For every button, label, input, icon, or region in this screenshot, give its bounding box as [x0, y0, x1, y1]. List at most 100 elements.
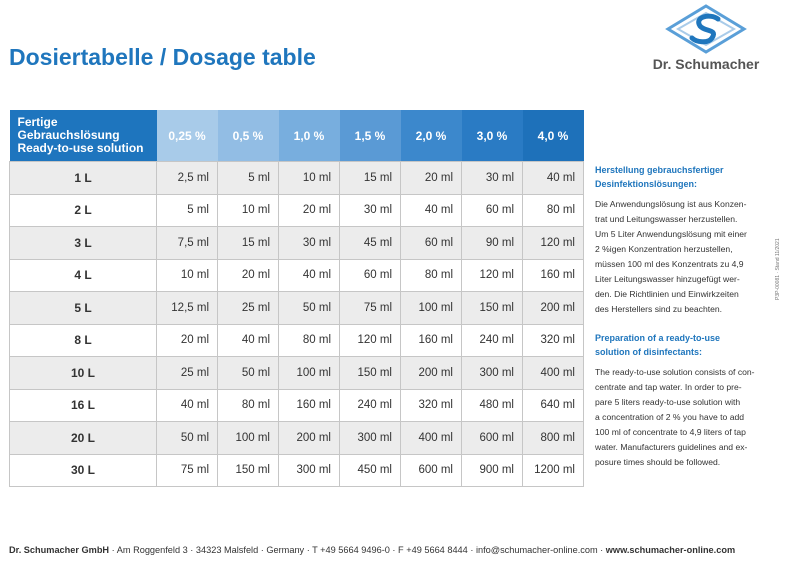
instructions-german: Herstellung gebrauchsfertiger Desinfekti…	[595, 163, 765, 317]
table-row: 8 L 20 ml 40 ml 80 ml 120 ml 160 ml 240 ml 320 …	[9, 323, 584, 357]
row-volume-label: 10 L	[9, 356, 157, 390]
column-header: 2,0 %	[400, 110, 462, 162]
table-row: 30 L 75 ml 150 ml 300 ml 450 ml 600 ml 900 ml 1…	[9, 453, 584, 487]
text-line: Die Anwendungslösung ist aus Konzen-	[595, 199, 747, 209]
dosage-cell: 7,5 ml	[156, 226, 218, 260]
text-line: müssen 100 ml des Konzentrats zu 4,9	[595, 259, 744, 269]
table-corner-header: Fertige Gebrauchslösung Ready-to-use sol…	[9, 110, 157, 162]
page-title: Dosiertabelle / Dosage table	[9, 44, 316, 70]
dosage-cell: 150 ml	[217, 453, 279, 487]
dosage-cell: 1200 ml	[522, 453, 584, 487]
dosage-cell: 75 ml	[156, 453, 218, 487]
column-header: 0,25 %	[156, 110, 218, 162]
dosage-cell: 20 ml	[278, 193, 340, 227]
dosage-cell: 240 ml	[339, 388, 401, 422]
dosage-cell: 100 ml	[217, 421, 279, 455]
column-header: 0,5 %	[217, 110, 279, 162]
dosage-cell: 160 ml	[522, 258, 584, 292]
footer-address: · Am Roggenfeld 3 · 34323 Malsfeld · Ger…	[109, 545, 606, 555]
dosage-cell: 320 ml	[400, 388, 462, 422]
column-header: 3,0 %	[461, 110, 523, 162]
dosage-cell: 100 ml	[278, 356, 340, 390]
text-line: des Herstellers sind zu beachten.	[595, 304, 723, 314]
text-line: posure times should be followed.	[595, 457, 721, 467]
text-line: 2 %igen Konzentration herzustellen,	[595, 244, 733, 254]
row-volume-label: 2 L	[9, 193, 157, 227]
company-logo: Dr. Schumacher	[650, 4, 760, 76]
dosage-cell: 640 ml	[522, 388, 584, 422]
dosage-cell: 30 ml	[339, 193, 401, 227]
dosage-cell: 200 ml	[522, 291, 584, 325]
dosage-cell: 5 ml	[156, 193, 218, 227]
text-line: 100 ml of concentrate to 4,9 liters of t…	[595, 427, 746, 437]
heading-line: Herstellung gebrauchsfertiger	[595, 165, 724, 175]
text-line: a concentration of 2 % you have to add	[595, 412, 745, 422]
table-row: 1 L 2,5 ml 5 ml 10 ml 15 ml 20 ml 30 ml 40 ml	[9, 161, 584, 195]
instructions-german-heading: Herstellung gebrauchsfertiger Desinfekti…	[595, 163, 765, 191]
dosage-cell: 90 ml	[461, 226, 523, 260]
dosage-cell: 80 ml	[400, 258, 462, 292]
text-line: Um 5 Liter Anwendungslösung mit einer	[595, 229, 747, 239]
dosage-cell: 40 ml	[522, 161, 584, 195]
dosage-cell: 200 ml	[400, 356, 462, 390]
footer: Dr. Schumacher GmbH · Am Roggenfeld 3 · …	[9, 545, 735, 555]
dosage-cell: 10 ml	[278, 161, 340, 195]
text-line: The ready-to-use solution consists of co…	[595, 367, 755, 377]
dosage-cell: 20 ml	[400, 161, 462, 195]
dosage-cell: 20 ml	[156, 323, 218, 357]
dosage-cell: 80 ml	[217, 388, 279, 422]
dosage-cell: 450 ml	[339, 453, 401, 487]
dosage-cell: 50 ml	[278, 291, 340, 325]
dosage-cell: 200 ml	[278, 421, 340, 455]
column-header: 4,0 %	[522, 110, 584, 162]
dosage-cell: 15 ml	[339, 161, 401, 195]
dosage-cell: 40 ml	[278, 258, 340, 292]
dosage-cell: 60 ml	[339, 258, 401, 292]
row-volume-label: 5 L	[9, 291, 157, 325]
table-row: 16 L 40 ml 80 ml 160 ml 240 ml 320 ml 480 ml 64…	[9, 388, 584, 422]
dosage-cell: 30 ml	[278, 226, 340, 260]
instructions-english: Preparation of a ready-to-use solution o…	[595, 331, 765, 470]
row-volume-label: 3 L	[9, 226, 157, 260]
dosage-cell: 320 ml	[522, 323, 584, 357]
text-line: water. Manufacturers guidelines and ex-	[595, 442, 748, 452]
dosage-cell: 300 ml	[461, 356, 523, 390]
row-volume-label: 1 L	[9, 161, 157, 195]
dosage-cell: 300 ml	[339, 421, 401, 455]
corner-line: Ready-to-use solution	[17, 141, 144, 155]
corner-line: Gebrauchslösung	[17, 128, 120, 142]
heading-line: Preparation of a ready-to-use	[595, 333, 721, 343]
brand-name: Dr. Schumacher	[652, 56, 760, 72]
dosage-cell: 600 ml	[400, 453, 462, 487]
footer-company: Dr. Schumacher GmbH	[9, 545, 110, 555]
dosage-cell: 20 ml	[217, 258, 279, 292]
row-volume-label: 4 L	[9, 258, 157, 292]
dosage-cell: 240 ml	[461, 323, 523, 357]
dosage-cell: 60 ml	[461, 193, 523, 227]
instructions-english-heading: Preparation of a ready-to-use solution o…	[595, 331, 765, 359]
corner-line: Fertige	[17, 115, 58, 129]
dosage-cell: 50 ml	[156, 421, 218, 455]
dosage-cell: 80 ml	[522, 193, 584, 227]
table-row: 10 L 25 ml 50 ml 100 ml 150 ml 200 ml 300 ml 40…	[9, 356, 584, 390]
footer-website-link[interactable]: www.schumacher-online.com	[605, 545, 736, 555]
instructions-german-body: Die Anwendungslösung ist aus Konzen-trat…	[595, 197, 765, 317]
dosage-cell: 160 ml	[400, 323, 462, 357]
table-row: 4 L 10 ml 20 ml 40 ml 60 ml 80 ml 120 ml 160 ml	[9, 258, 584, 292]
column-header: 1,5 %	[339, 110, 401, 162]
table-row: 20 L 50 ml 100 ml 200 ml 300 ml 400 ml 600 ml 8…	[9, 421, 584, 455]
table-header-row: Fertige Gebrauchslösung Ready-to-use sol…	[9, 110, 584, 162]
table-row: 5 L 12,5 ml 25 ml 50 ml 75 ml 100 ml 150 ml 200…	[9, 291, 584, 325]
dosage-cell: 80 ml	[278, 323, 340, 357]
dosage-cell: 480 ml	[461, 388, 523, 422]
dosage-cell: 40 ml	[400, 193, 462, 227]
dosage-cell: 300 ml	[278, 453, 340, 487]
row-volume-label: 30 L	[9, 453, 157, 487]
text-line: Liter Leitungswasser hinzugefügt wer-	[595, 274, 740, 284]
dosage-cell: 5 ml	[217, 161, 279, 195]
dosage-cell: 25 ml	[217, 291, 279, 325]
text-line: trat und Leitungswasser herzustellen.	[595, 214, 738, 224]
heading-line: Desinfektionslösungen:	[595, 179, 698, 189]
dosage-cell: 150 ml	[339, 356, 401, 390]
